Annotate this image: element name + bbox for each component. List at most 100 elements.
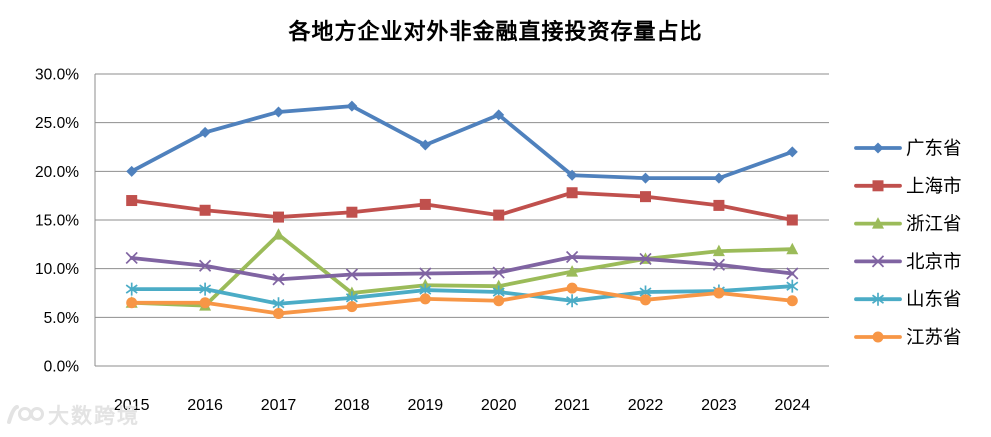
series-point-beijing bbox=[198, 259, 212, 272]
series-point-jiangsu bbox=[199, 297, 211, 309]
legend-marker-shandong bbox=[872, 292, 884, 306]
legend-label-shanghai: 上海市 bbox=[906, 175, 962, 196]
series-point-jiangsu bbox=[273, 307, 284, 319]
series-point-shandong bbox=[125, 282, 138, 296]
x-axis-tick-label: 2019 bbox=[408, 397, 444, 414]
series-guangdong bbox=[126, 100, 798, 184]
y-axis-tick-label: 30.0% bbox=[35, 67, 79, 84]
legend-item-beijing: 北京市 bbox=[854, 251, 962, 272]
series-point-guangdong bbox=[126, 165, 138, 177]
series-point-beijing bbox=[419, 267, 432, 280]
series-point-shanghai bbox=[713, 199, 725, 211]
series-point-shandong bbox=[199, 282, 212, 296]
series-point-jiangsu bbox=[566, 282, 578, 294]
legend-item-guangdong: 广东省 bbox=[854, 138, 962, 159]
series-point-beijing bbox=[565, 250, 579, 264]
series-line-zhejiang bbox=[129, 232, 795, 308]
series-line-jiangsu bbox=[129, 286, 795, 316]
series-point-jiangsu bbox=[126, 297, 138, 309]
series-point-beijing bbox=[712, 258, 726, 271]
y-axis-tick-label: 15.0% bbox=[35, 213, 79, 230]
series-point-jiangsu bbox=[713, 287, 725, 299]
series-point-guangdong bbox=[566, 169, 578, 181]
series-point-guangdong bbox=[419, 139, 431, 151]
y-axis-tick-label: 10.0% bbox=[35, 261, 79, 278]
series-point-guangdong bbox=[273, 106, 284, 118]
watermark: 大数跨境 bbox=[5, 400, 140, 430]
series-line-guangdong bbox=[129, 104, 795, 181]
legend-item-shanghai: 上海市 bbox=[854, 175, 962, 196]
y-axis-tick-label: 25.0% bbox=[35, 115, 79, 132]
series-point-jiangsu bbox=[346, 301, 358, 313]
series-point-beijing bbox=[639, 252, 652, 266]
series-point-jiangsu bbox=[419, 293, 431, 305]
series-point-shandong bbox=[786, 279, 799, 293]
legend-marker-zhejiang bbox=[872, 217, 884, 229]
chart-title: 各地方企业对外非金融直接投资存量占比 bbox=[288, 19, 703, 44]
legend-label-zhejiang: 浙江省 bbox=[906, 213, 962, 234]
series-point-shanghai bbox=[493, 209, 505, 221]
series-point-jiangsu bbox=[640, 294, 651, 306]
x-axis-tick-label: 2023 bbox=[701, 397, 737, 414]
series-point-beijing bbox=[786, 267, 799, 280]
x-axis-tick-label: 2017 bbox=[261, 397, 297, 414]
series-point-shanghai bbox=[199, 204, 211, 216]
series-point-shanghai bbox=[126, 195, 138, 207]
legend-marker-guangdong bbox=[872, 142, 884, 154]
series-shandong bbox=[125, 279, 799, 311]
y-axis-tick-label: 20.0% bbox=[35, 164, 79, 181]
series-point-shanghai bbox=[640, 191, 651, 203]
x-axis-tick-label: 2015 bbox=[114, 397, 150, 414]
series-point-beijing bbox=[492, 266, 505, 279]
legend-marker-jiangsu bbox=[872, 331, 884, 343]
y-axis-tick-label: 5.0% bbox=[44, 310, 80, 327]
series-point-zhejiang bbox=[566, 265, 579, 277]
x-axis-tick-label: 2021 bbox=[554, 397, 590, 414]
series-point-zhejiang bbox=[712, 244, 725, 257]
legend-item-jiangsu: 江苏省 bbox=[854, 327, 962, 348]
series-point-jiangsu bbox=[493, 295, 505, 307]
legend-label-shandong: 山东省 bbox=[906, 289, 962, 310]
legend-label-jiangsu: 江苏省 bbox=[906, 327, 962, 348]
series-point-zhejiang bbox=[492, 279, 505, 292]
series-beijing bbox=[125, 250, 799, 286]
x-axis-tick-label: 2022 bbox=[628, 397, 664, 414]
series-point-jiangsu bbox=[786, 295, 798, 307]
series-point-shanghai bbox=[786, 214, 798, 226]
legend-item-shandong: 山东省 bbox=[854, 289, 962, 310]
dashukuajing-logo-icon bbox=[5, 402, 45, 428]
series-point-beijing bbox=[345, 268, 359, 281]
series-point-guangdong bbox=[713, 172, 725, 184]
series-jiangsu bbox=[126, 282, 798, 319]
series-point-beijing bbox=[272, 273, 285, 286]
series-point-shanghai bbox=[419, 198, 431, 210]
series-point-zhejiang bbox=[272, 228, 285, 240]
watermark-text: 大数跨境 bbox=[48, 405, 140, 428]
series-point-guangdong bbox=[199, 126, 211, 138]
legend-marker-beijing bbox=[871, 255, 885, 268]
x-axis-tick-label: 2016 bbox=[187, 397, 223, 414]
series-point-guangdong bbox=[346, 100, 358, 112]
x-axis-tick-label: 2024 bbox=[775, 397, 811, 414]
legend-label-beijing: 北京市 bbox=[906, 251, 962, 272]
legend-item-zhejiang: 浙江省 bbox=[854, 213, 962, 234]
series-point-guangdong bbox=[493, 109, 505, 121]
series-point-shandong bbox=[566, 294, 579, 308]
series-point-zhejiang bbox=[786, 242, 799, 255]
series-point-beijing bbox=[125, 251, 138, 265]
series-point-shanghai bbox=[346, 206, 358, 218]
legend-label-guangdong: 广东省 bbox=[906, 138, 962, 159]
y-axis-tick-label: 0.0% bbox=[44, 359, 80, 376]
series-point-guangdong bbox=[640, 172, 651, 184]
series-point-shanghai bbox=[566, 187, 578, 199]
x-axis-tick-label: 2018 bbox=[334, 397, 370, 414]
series-line-shandong bbox=[129, 284, 795, 306]
legend-marker-shanghai bbox=[872, 180, 884, 192]
series-line-shanghai bbox=[129, 190, 795, 222]
series-shanghai bbox=[126, 187, 798, 226]
series-point-shanghai bbox=[273, 211, 284, 223]
x-axis-tick-label: 2020 bbox=[481, 397, 517, 414]
series-point-guangdong bbox=[786, 146, 798, 158]
